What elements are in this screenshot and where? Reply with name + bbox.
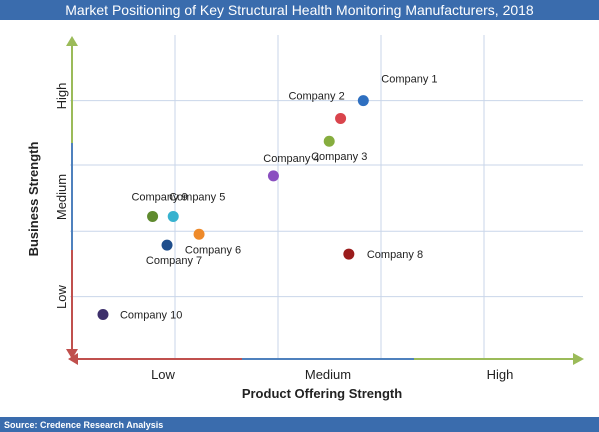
x-axis-title: Product Offering Strength: [242, 386, 402, 401]
data-point: [97, 308, 109, 320]
data-point: [267, 170, 279, 182]
data-point: [147, 210, 159, 222]
y-axis-bottom-arrowhead: [66, 349, 78, 359]
data-point: [335, 112, 347, 124]
tick-labels: Low Medium High Low Medium High: [54, 83, 513, 382]
chart-title: Market Positioning of Key Structural Hea…: [65, 2, 534, 18]
title-banner: Market Positioning of Key Structural Hea…: [0, 0, 599, 20]
source-note: Source: Credence Research Analysis: [4, 419, 164, 430]
data-point-label: Company 7: [146, 255, 202, 267]
grid: [70, 35, 583, 358]
axes: [66, 36, 584, 365]
data-point-label: Company 3: [311, 151, 367, 163]
data-point: [167, 210, 179, 222]
data-point: [161, 239, 173, 251]
x-axis-arrowhead: [573, 353, 584, 365]
y-axis-arrowhead: [66, 36, 78, 46]
data-point-label: Company 1: [381, 74, 437, 86]
source-banner: Source: Credence Research Analysis: [0, 417, 599, 432]
data-point-label: Company 2: [288, 90, 344, 102]
x-tick-label: Low: [151, 367, 175, 382]
data-point-label: Company 6: [185, 244, 241, 256]
data-point: [193, 228, 205, 240]
y-tick-label: Medium: [54, 174, 69, 220]
data-point-label: Company 8: [367, 249, 423, 261]
data-point: [357, 95, 369, 107]
y-axis-title: Business Strength: [26, 142, 41, 257]
y-tick-label: Low: [54, 284, 69, 308]
x-axis-left-arrowhead: [68, 353, 78, 365]
data-point: [323, 135, 335, 147]
data-point-label: Company 5: [169, 191, 225, 203]
x-tick-label: High: [487, 367, 514, 382]
chart-area: Low Medium High Low Medium High Product Offer…: [26, 35, 584, 401]
data-point: [343, 248, 355, 260]
data-point-label: Company 10: [120, 309, 182, 321]
y-tick-label: High: [54, 83, 69, 110]
data-point-label: Company 4: [263, 153, 319, 165]
data-point-label: Company 9: [131, 191, 187, 203]
x-tick-label: Medium: [305, 367, 351, 382]
